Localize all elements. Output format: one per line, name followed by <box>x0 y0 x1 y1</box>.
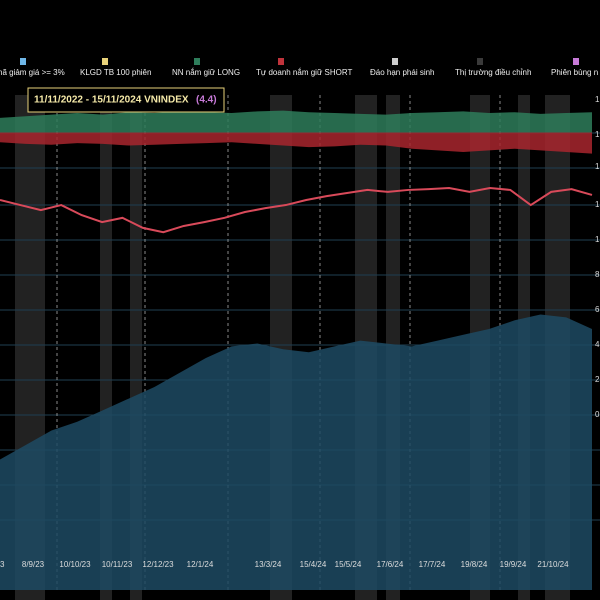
right-axis-label: 0 <box>595 410 600 419</box>
title: 11/11/2022 - 15/11/2024 VNINDEX <box>34 95 189 106</box>
x-tick-label: 19/9/24 <box>500 560 527 569</box>
legend-label: KLGD TB 100 phiên <box>80 68 151 77</box>
price-line <box>0 186 593 234</box>
right-axis-label: 8 <box>595 270 600 279</box>
x-tick-label: 15/5/24 <box>335 560 362 569</box>
x-tick-label: 12/1/24 <box>187 560 214 569</box>
right-axis-label: 1 <box>595 130 600 139</box>
x-tick-label: 3 <box>0 560 5 569</box>
legend-swatch <box>194 58 200 65</box>
title-box <box>27 87 225 113</box>
right-axis-label: 1 <box>595 200 600 209</box>
x-tick-label: 17/6/24 <box>377 560 404 569</box>
legend-label: NN nắm giữ LONG <box>172 68 240 77</box>
x-tick-label: 21/10/24 <box>537 560 569 569</box>
x-tick-label: 10/11/23 <box>102 560 133 569</box>
legend-swatch <box>573 58 579 65</box>
title-value: (4.4) <box>196 95 217 106</box>
legend-label: Đáo hạn phái sinh <box>370 68 435 77</box>
legend-label: Tự doanh nắm giữ SHORT <box>256 68 352 77</box>
area <box>0 314 592 590</box>
legend-swatch <box>278 58 284 65</box>
right-axis-label: 1 <box>595 162 600 171</box>
legend-label: Thị trường điều chỉnh <box>455 68 531 77</box>
legend-swatch <box>392 58 398 65</box>
legend-swatch <box>477 58 483 65</box>
legend-swatch <box>102 58 108 65</box>
x-tick-label: 19/8/24 <box>461 560 488 569</box>
area <box>0 132 592 154</box>
x-tick-label: 15/4/24 <box>300 560 327 569</box>
x-tick-label: 8/9/23 <box>22 560 45 569</box>
legend-label: hã giảm giá >= 3% <box>0 68 65 77</box>
right-axis-label: 1 <box>595 95 600 104</box>
right-axis-label: 1 <box>595 235 600 244</box>
area <box>0 110 592 133</box>
right-axis-label: 2 <box>595 375 600 384</box>
right-axis-label: 4 <box>595 340 600 349</box>
legend-swatch <box>20 58 26 65</box>
plot <box>0 110 593 590</box>
x-tick-label: 10/10/23 <box>59 560 91 569</box>
x-tick-label: 17/7/24 <box>419 560 446 569</box>
x-tick-label: 13/3/24 <box>255 560 282 569</box>
legend-label: Phiên bùng n <box>551 68 598 77</box>
right-axis-label: 6 <box>595 305 600 314</box>
x-tick-label: 12/12/23 <box>142 560 174 569</box>
